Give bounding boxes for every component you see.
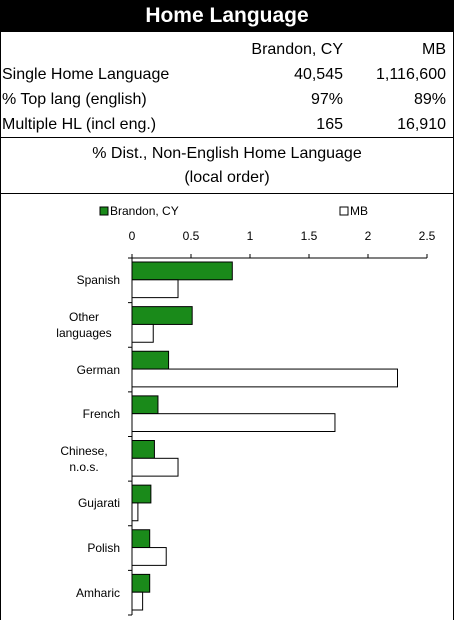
- cell-value: 16,910: [397, 116, 446, 133]
- bar: [131, 350, 170, 370]
- category-label: German: [4, 347, 120, 392]
- column-header: Brandon, CY: [251, 41, 343, 58]
- bar: [131, 591, 144, 611]
- bar: [131, 457, 179, 477]
- legend-label: MB: [350, 204, 368, 218]
- bar: [131, 484, 152, 504]
- x-tick-label: 0: [129, 229, 136, 243]
- category-label: Amharic: [4, 570, 120, 615]
- cell-value: 165: [316, 116, 343, 133]
- category-label: Chinese, n.o.s.: [4, 437, 120, 482]
- bar: [131, 368, 398, 388]
- x-tick-label: 0.5: [183, 229, 200, 243]
- row-label: % Top lang (english): [2, 91, 147, 108]
- x-tick-label: 2.5: [419, 229, 436, 243]
- bar: [131, 395, 159, 415]
- bar: [131, 279, 179, 299]
- subtitle: % Dist., Non-English Home Language: [92, 145, 362, 162]
- bar: [131, 573, 151, 593]
- category-text: Gujarati: [77, 496, 120, 511]
- legend-label: Brandon, CY: [110, 204, 179, 218]
- category-text: German: [76, 362, 120, 377]
- row-label: Multiple HL (incl eng.): [2, 116, 157, 133]
- category-label: Gujarati: [4, 481, 120, 526]
- row-label: Single Home Language: [2, 66, 170, 83]
- subtitle: (local order): [184, 169, 270, 186]
- x-tick-label: 1: [247, 229, 254, 243]
- column-header: MB: [422, 41, 446, 58]
- bar: [131, 323, 154, 343]
- bar: [131, 261, 233, 281]
- category-label: Other languages: [4, 303, 120, 348]
- category-text: Chinese, n.o.s.: [60, 443, 108, 474]
- bar: [131, 413, 336, 432]
- bar: [131, 306, 193, 325]
- cell-value: 40,545: [294, 66, 343, 83]
- legend-swatch: [339, 206, 349, 216]
- category-label: Polish: [4, 526, 120, 571]
- cell-value: 89%: [413, 91, 446, 108]
- bar: [131, 502, 139, 522]
- x-tick-label: 2: [365, 229, 372, 243]
- x-tick-label: 1.5: [301, 229, 318, 243]
- cell-value: 97%: [310, 91, 343, 108]
- header-title: Home Language: [0, 0, 454, 32]
- category-label: French: [4, 392, 120, 437]
- category-text: Other languages: [56, 309, 112, 340]
- bar: [131, 529, 151, 549]
- category-label: Spanish: [4, 258, 120, 303]
- category-text: Amharic: [75, 585, 120, 600]
- category-text: Polish: [87, 541, 120, 556]
- bar: [131, 547, 167, 566]
- category-text: Spanish: [76, 273, 120, 288]
- legend-swatch: [99, 206, 109, 216]
- bar: [131, 440, 155, 459]
- cell-value: 1,116,600: [376, 66, 446, 83]
- category-text: French: [82, 407, 120, 422]
